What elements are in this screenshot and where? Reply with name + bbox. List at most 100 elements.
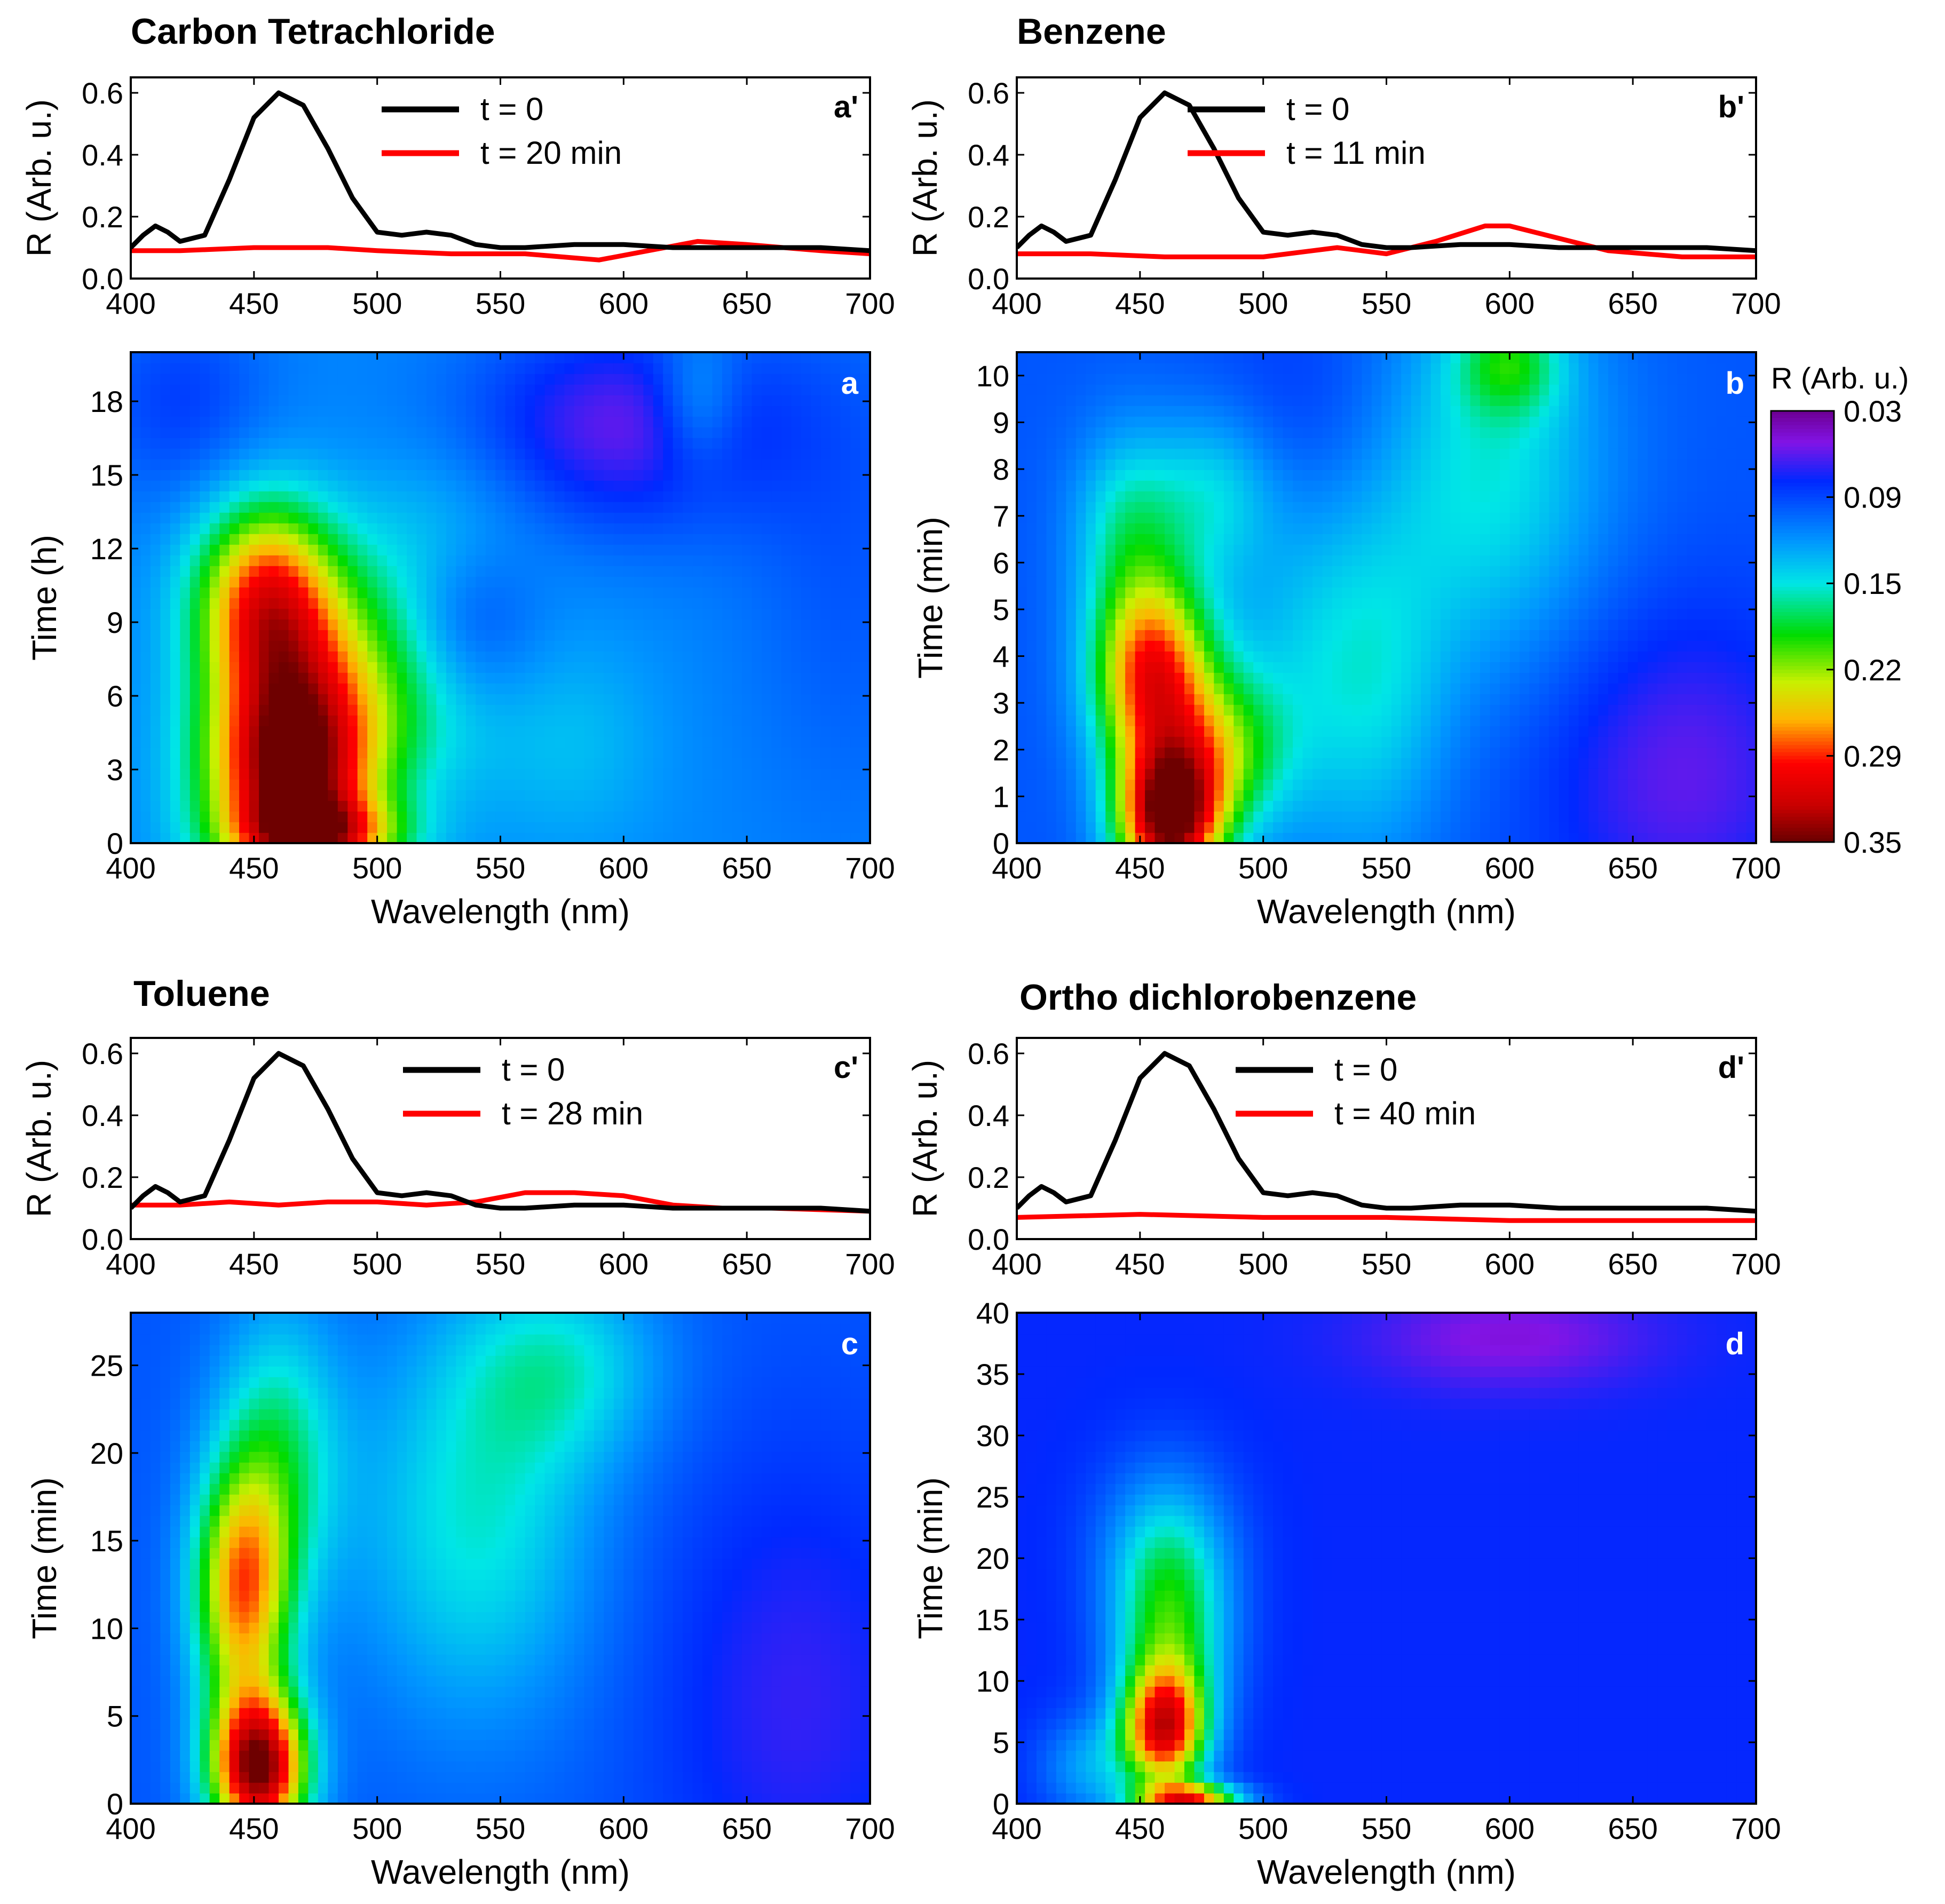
panel-a-cell [357, 768, 368, 780]
panel-a-cell [781, 651, 792, 662]
panel-a-cell [801, 598, 811, 609]
panel-a-cell [426, 704, 437, 716]
panel-a-cell [200, 512, 210, 523]
panel-b-cell [1460, 736, 1471, 748]
panel-a-cell [377, 736, 388, 748]
panel-a-cell [407, 811, 417, 822]
panel-b-cell [1549, 768, 1560, 780]
panel-a-cell [564, 416, 575, 427]
panel-a-cell [515, 363, 526, 374]
panel-b-cell [1371, 800, 1382, 812]
panel-a-cell [505, 630, 516, 641]
panel-a-cell [436, 598, 447, 609]
panel-b-cell [1017, 715, 1027, 726]
panel-a-cell [820, 619, 831, 630]
panel-a-cell [544, 448, 555, 459]
panel-a-cell [683, 662, 693, 673]
panel-a-cell [722, 790, 733, 801]
panel-a-cell [170, 470, 181, 481]
panel-a-cell [692, 523, 703, 534]
panel-a-cell [535, 630, 545, 641]
panel-a-cell [555, 662, 565, 673]
panel-a-cell [150, 640, 161, 652]
panel-a-cell [298, 726, 309, 737]
panel-a-cell [229, 352, 240, 363]
panel-a-cell [574, 395, 585, 406]
panel-a-cell [308, 566, 319, 577]
panel-b-cell [1194, 768, 1205, 780]
panel-b-cell [1480, 832, 1491, 844]
panel-a-cell [623, 384, 634, 395]
panel-a-prime-label: a' [834, 90, 858, 124]
panel-a-cell [633, 630, 644, 641]
panel-a-cell [436, 438, 447, 449]
panel-b-cell [1391, 683, 1402, 694]
panel-a-cell [840, 790, 851, 801]
panel-b-cell [1371, 832, 1382, 844]
panel-b-cell [1401, 790, 1412, 801]
panel-a-cell [200, 352, 210, 363]
panel-a-cell [495, 438, 506, 449]
panel-a-cell [387, 800, 398, 812]
panel-a-cell [653, 566, 663, 577]
panel-a-cell [239, 832, 250, 844]
panel-b-cell [1746, 758, 1757, 769]
panel-a-cell [653, 459, 663, 470]
panel-a-cell [239, 651, 250, 662]
panel-b-cell [1509, 822, 1520, 833]
panel-a-cell [446, 598, 457, 609]
panel-b-cell [1588, 715, 1599, 726]
panel-a-cell [495, 512, 506, 523]
panel-a-cell [456, 758, 467, 769]
panel-b-cell [1263, 726, 1274, 737]
panel-a-cell [702, 512, 713, 523]
panel-a-cell [347, 502, 358, 513]
panel-b-cell [1509, 758, 1520, 769]
panel-a-cell [673, 640, 683, 652]
panel-a-cell [712, 790, 723, 801]
panel-a-cell [515, 523, 526, 534]
panel-b-cell [1095, 704, 1106, 716]
panel-b-cell [1509, 704, 1520, 716]
panel-a-cell [229, 480, 240, 491]
panel-a-cell [189, 747, 201, 758]
panel-b-cell [1095, 832, 1106, 844]
panel-a-cell [633, 416, 644, 427]
panel-a-cell [831, 598, 841, 609]
panel-b-cell [1313, 747, 1323, 758]
panel-b-cell [1588, 694, 1599, 705]
panel-a-cell [653, 395, 663, 406]
panel-a-cell [663, 587, 674, 598]
panel-a-cell [387, 779, 398, 790]
panel-a-cell [279, 598, 289, 609]
panel-a-cell [574, 576, 585, 588]
panel-a-cell [820, 736, 831, 748]
panel-a-cell [673, 832, 683, 844]
panel-b-cell [1470, 683, 1481, 694]
panel-a-cell [426, 395, 437, 406]
panel-a-cell [249, 800, 259, 812]
panel-b-cell [1293, 715, 1303, 726]
panel-b-cell [1263, 683, 1274, 694]
panel-a-cell [416, 512, 427, 523]
panel-b-cell [1569, 715, 1579, 726]
panel-a-cell [377, 555, 388, 566]
panel-a-cell [653, 704, 663, 716]
panel-b-cell [1056, 704, 1067, 716]
panel-a-cell [279, 352, 289, 363]
panel-a-cell [663, 512, 674, 523]
panel-b-cell [1667, 790, 1678, 801]
panel-a-cell [407, 523, 417, 534]
panel-a-cell [485, 800, 496, 812]
panel-a-cell [791, 587, 802, 598]
panel-b-cell [1332, 736, 1343, 748]
panel-b-cell [1638, 662, 1648, 673]
panel-b-cell [1391, 726, 1402, 737]
panel-c-prime-legend-entry: t = 0 [502, 1052, 565, 1088]
panel-a-cell [673, 374, 683, 385]
panel-b-cell [1342, 779, 1353, 790]
panel-b-cell [1135, 811, 1145, 822]
panel-a-cell [465, 630, 477, 641]
panel-a-cell [446, 491, 457, 502]
panel-a-cell [229, 438, 240, 449]
